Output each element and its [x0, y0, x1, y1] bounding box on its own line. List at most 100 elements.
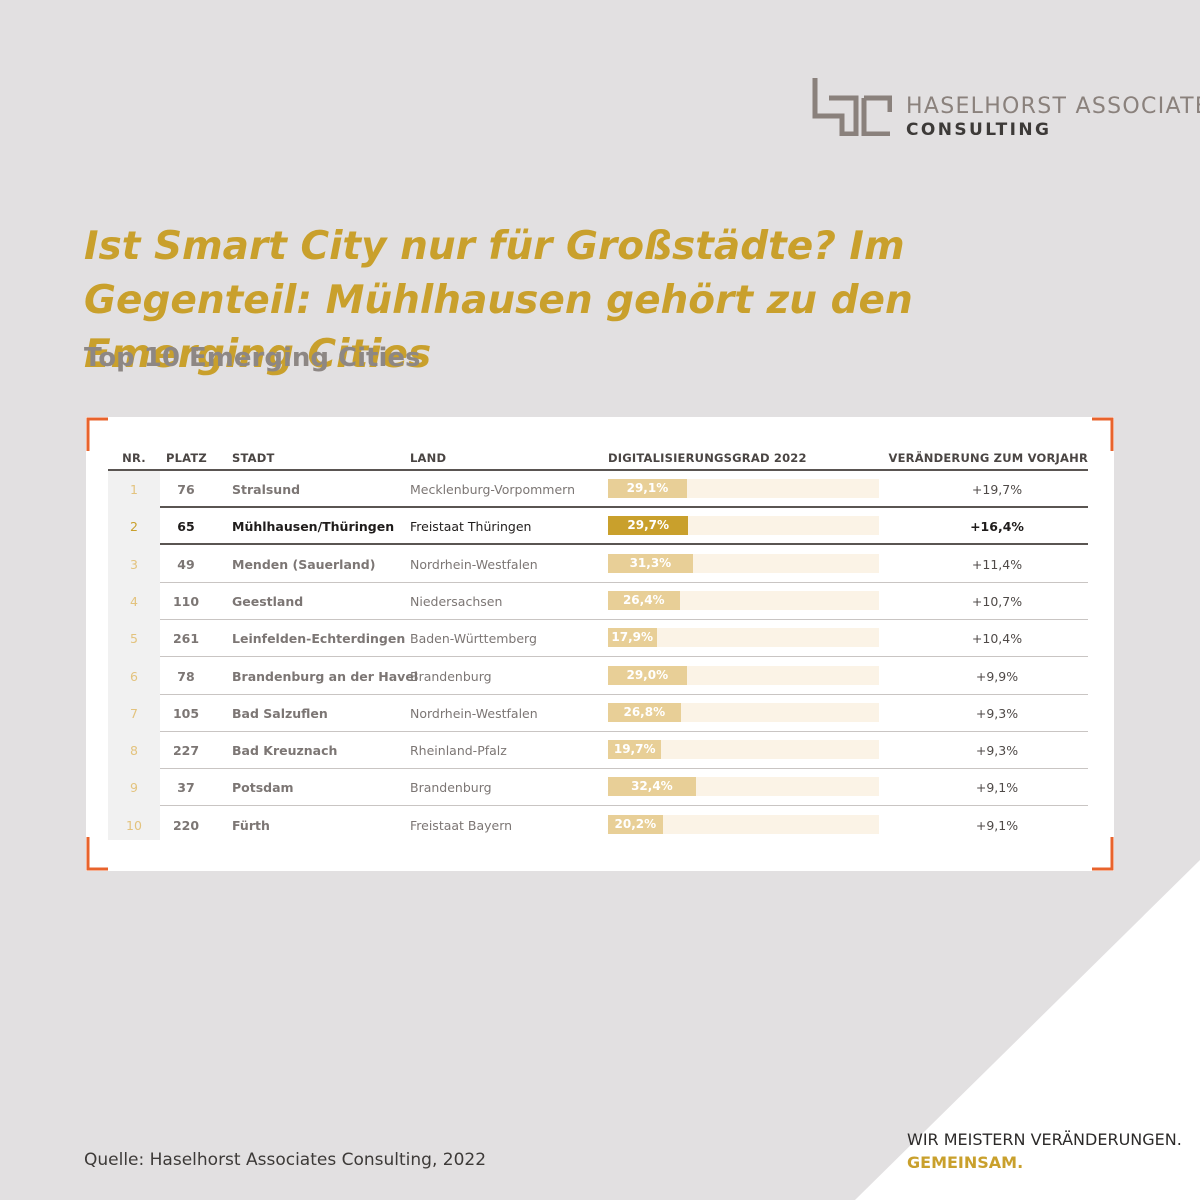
digitalisierung-bar-track: 20,2% [608, 814, 879, 834]
cell-nr: 6 [130, 668, 138, 684]
cell-stadt: Mühlhausen/Thüringen [232, 519, 395, 535]
row-divider [160, 730, 1088, 732]
row-divider [160, 805, 1088, 807]
cell-veraenderung: +9,3% [975, 705, 1019, 721]
header-rule [108, 469, 1088, 471]
row-divider [160, 768, 1088, 770]
digitalisierung-bar-track: 26,4% [608, 590, 879, 610]
cell-nr: 2 [130, 519, 138, 535]
cell-veraenderung: +10,4% [971, 631, 1023, 647]
cell-land: Brandenburg [410, 780, 492, 796]
cell-land: Freistaat Bayern [410, 817, 513, 833]
cell-nr: 8 [130, 743, 138, 759]
digitalisierung-bar: 17,9% [608, 628, 657, 648]
row-divider [160, 693, 1088, 695]
digitalisierung-bar: 19,7% [608, 740, 662, 760]
cell-platz: 261 [172, 631, 200, 647]
table-row: 8 227 Bad Kreuznach Rheinland-Pfalz 19,7% +9,… [108, 732, 1088, 770]
brand-name-line1: HASELHORST ASSOCIATES [906, 94, 1200, 119]
table-row: 10 220 Fürth Freistaat Bayern 20,2% +9,1% [108, 807, 1088, 844]
cell-land: Mecklenburg-Vorpommern [410, 482, 575, 497]
row-divider [160, 656, 1088, 658]
table-row: 7 105 Bad Salzuflen Nordrhein-Westfalen 26,8… [108, 695, 1088, 732]
cell-veraenderung: +9,1% [975, 817, 1019, 833]
cell-nr: 3 [130, 556, 138, 572]
cell-stadt: Menden (Sauerland) [232, 556, 376, 572]
cell-platz: 65 [177, 519, 195, 535]
cell-nr: 10 [126, 817, 142, 833]
cell-land: Rheinland-Pfalz [410, 743, 507, 759]
cell-nr: 1 [130, 482, 138, 497]
cell-land: Nordrhein-Westfalen [410, 705, 538, 721]
table-row: 2 65 Mühlhausen/Thüringen Freistaat Thüring… [108, 508, 1088, 546]
header-land: LAND [410, 451, 447, 465]
cell-stadt: Brandenburg an der Havel [232, 668, 419, 684]
digitalisierung-bar: 29,1% [608, 479, 687, 498]
cell-stadt: Potsdam [232, 780, 294, 796]
slogan-line2: GEMEINSAM. [907, 1153, 1024, 1172]
cell-veraenderung: +10,7% [971, 593, 1023, 609]
cell-stadt: Bad Salzuflen [232, 705, 328, 721]
cell-stadt: Bad Kreuznach [232, 743, 338, 759]
cell-veraenderung: +9,3% [975, 743, 1019, 759]
cell-platz: 227 [172, 743, 200, 759]
page-subtitle: Top 10 Emerging Cities [84, 343, 421, 373]
digitalisierung-bar-track: 29,0% [608, 665, 879, 685]
cell-stadt: Fürth [232, 817, 270, 833]
brand-name-line2: CONSULTING [906, 120, 1052, 140]
digitalisierung-bar: 32,4% [608, 777, 696, 797]
header-veraenderung: VERÄNDERUNG ZUM VORJAHR [888, 451, 1088, 465]
table-row: 4 110 Geestland Niedersachsen 26,4% +10,7% [108, 583, 1088, 620]
cell-stadt: Stralsund [232, 482, 301, 497]
slogan-line1: WIR MEISTERN VERÄNDERUNGEN. [907, 1130, 1182, 1149]
table-row: 9 37 Potsdam Brandenburg 32,4% +9,1% [108, 769, 1088, 807]
source-note: Quelle: Haselhorst Associates Consulting… [84, 1150, 487, 1170]
cell-stadt: Leinfelden-Echterdingen [232, 631, 406, 647]
brand-logo: HASELHORST ASSOCIATES CONSULTING [812, 76, 1200, 146]
cell-platz: 49 [177, 556, 195, 572]
cell-veraenderung: +16,4% [970, 519, 1024, 535]
cell-veraenderung: +11,4% [971, 556, 1023, 572]
digitalisierung-bar: 29,0% [608, 665, 687, 685]
cell-veraenderung: +9,9% [975, 668, 1019, 684]
row-divider [160, 506, 1088, 508]
cell-stadt: Geestland [232, 593, 304, 609]
digitalisierung-bar: 31,3% [608, 553, 693, 573]
table-row: 6 78 Brandenburg an der Havel Brandenburg 29… [108, 658, 1088, 695]
digitalisierung-bar-track: 26,8% [608, 702, 879, 722]
cell-land: Nordrhein-Westfalen [410, 556, 538, 572]
digitalisierung-bar: 29,7% [608, 516, 689, 536]
digitalisierung-bar: 26,8% [608, 702, 681, 722]
cell-platz: 78 [177, 668, 195, 684]
cell-platz: 76 [177, 482, 195, 497]
cell-veraenderung: +9,1% [975, 780, 1019, 796]
cell-platz: 220 [172, 817, 200, 833]
hc-logo-mark-icon [812, 78, 892, 136]
cell-nr: 7 [130, 705, 138, 721]
table-header: NR. PLATZ STADT LAND DIGITALISIERUNGSGRA… [108, 445, 1088, 469]
cell-veraenderung: +19,7% [971, 482, 1023, 497]
table-row: 3 49 Menden (Sauerland) Nordrhein-Westfalen… [108, 546, 1088, 583]
header-stadt: STADT [232, 451, 275, 465]
cell-nr: 4 [130, 593, 138, 609]
table-row: 1 76 Stralsund Mecklenburg-Vorpommern 29,1% +… [108, 471, 1088, 508]
header-nr: NR. [122, 451, 146, 465]
page-title: Ist Smart City nur für Großstädte? Im Ge… [84, 224, 913, 377]
digitalisierung-bar-track: 31,3% [608, 553, 879, 573]
row-divider [160, 618, 1088, 620]
cell-land: Baden-Württemberg [410, 631, 537, 647]
nr-column-shade [108, 471, 160, 840]
cell-land: Niedersachsen [410, 593, 503, 609]
cell-platz: 37 [177, 780, 195, 796]
row-divider [160, 543, 1088, 546]
table-row: 5 261 Leinfelden-Echterdingen Baden-Württem… [108, 620, 1088, 658]
cell-platz: 110 [172, 593, 200, 609]
header-platz: PLATZ [166, 451, 207, 465]
digitalisierung-bar-track: 19,7% [608, 740, 879, 760]
cell-land: Freistaat Thüringen [410, 519, 532, 535]
digitalisierung-bar: 20,2% [608, 814, 663, 834]
row-divider [160, 581, 1088, 583]
cell-nr: 9 [130, 780, 138, 796]
cell-land: Brandenburg [410, 668, 492, 684]
